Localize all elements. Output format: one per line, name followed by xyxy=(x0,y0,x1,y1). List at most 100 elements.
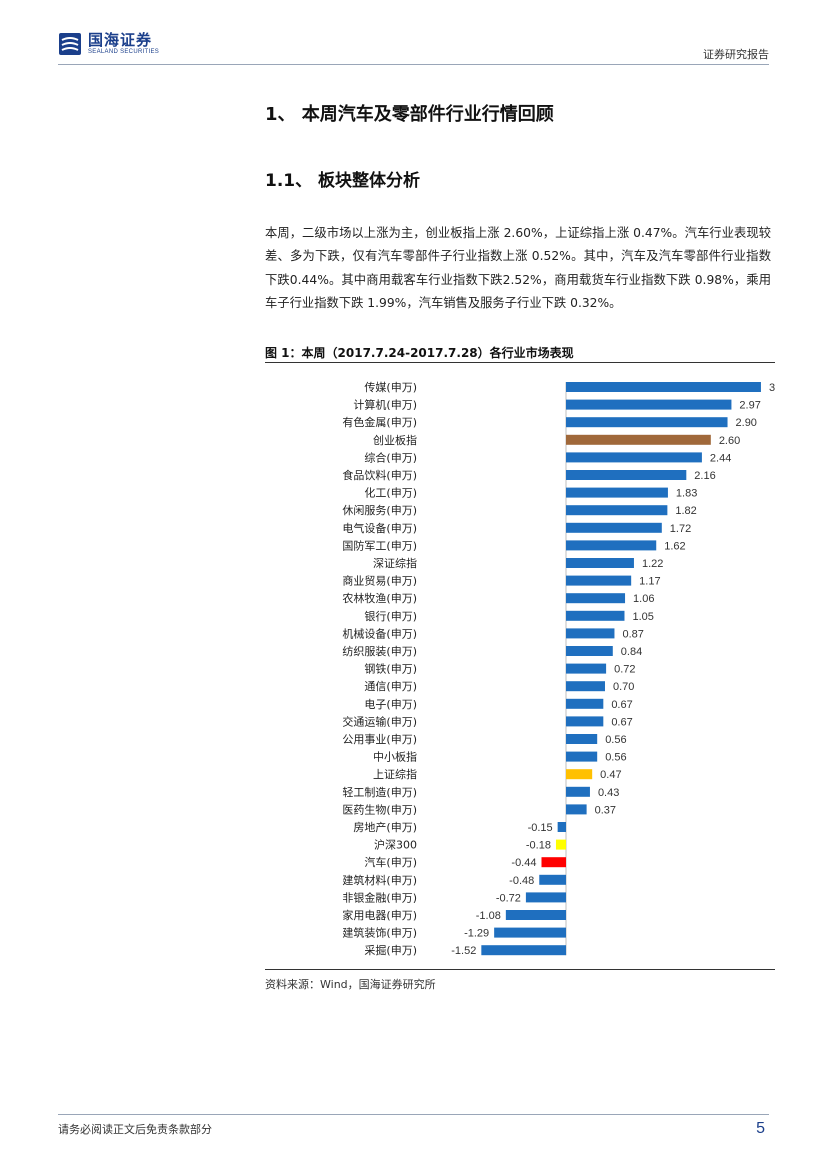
data-label: 1.05 xyxy=(632,611,653,623)
data-label: -1.52 xyxy=(451,945,476,957)
data-label: 1.72 xyxy=(670,523,691,535)
category-label: 轻工制造(申万) xyxy=(342,785,417,799)
data-label: -0.15 xyxy=(528,822,553,834)
data-label: 0.56 xyxy=(605,734,626,746)
data-label: 0.87 xyxy=(622,628,643,640)
data-label: 0.70 xyxy=(613,681,634,693)
bar xyxy=(566,716,604,727)
data-label: 0.72 xyxy=(614,664,635,676)
bar xyxy=(566,470,687,480)
bar xyxy=(566,575,632,586)
bar xyxy=(566,558,634,568)
figure-title: 图 1：本周（2017.7.24-2017.7.28）各行业市场表现 xyxy=(265,346,574,360)
bar xyxy=(539,874,566,885)
bar xyxy=(557,822,566,832)
data-label: 1.82 xyxy=(675,505,696,517)
figure-source: 资料来源：Wind，国海证券研究所 xyxy=(265,978,436,991)
data-label: -0.44 xyxy=(511,857,536,869)
category-label: 有色金属(申万) xyxy=(342,415,417,429)
data-label: 1.22 xyxy=(642,558,663,570)
category-label: 化工(申万) xyxy=(364,486,417,500)
bar xyxy=(566,646,613,656)
bar xyxy=(566,522,662,533)
data-label: 2.97 xyxy=(739,400,760,412)
category-label: 国防军工(申万) xyxy=(342,538,417,552)
category-label: 商业贸易(申万) xyxy=(342,574,417,588)
category-label: 食品饮料(申万) xyxy=(342,468,417,482)
data-label: 0.84 xyxy=(621,646,642,658)
data-label: -1.29 xyxy=(464,928,489,940)
figure-top-rule xyxy=(265,362,775,363)
data-label: 2.16 xyxy=(694,470,715,482)
data-label: 2.44 xyxy=(710,452,731,464)
data-label: 1.83 xyxy=(676,488,697,500)
body-paragraph: 本周，二级市场以上涨为主，创业板指上涨 2.60%，上证综指上涨 0.47%。汽… xyxy=(265,226,771,311)
bar xyxy=(566,505,668,516)
category-label: 房地产(申万) xyxy=(353,820,417,834)
category-label: 深证综指 xyxy=(373,556,417,570)
data-label: -0.48 xyxy=(509,875,534,887)
data-label: 0.67 xyxy=(611,716,632,728)
page-number: 5 xyxy=(756,1120,765,1137)
bar xyxy=(566,698,604,709)
bar xyxy=(566,610,625,621)
bar xyxy=(566,399,732,410)
bar xyxy=(555,839,566,850)
bar xyxy=(566,417,728,428)
data-label: 2.90 xyxy=(736,417,757,429)
category-label: 休闲服务(申万) xyxy=(342,503,417,517)
category-label: 采掘(申万) xyxy=(364,943,417,957)
data-label: 0.56 xyxy=(605,752,626,764)
header-divider xyxy=(58,64,769,65)
data-label: 2.60 xyxy=(719,435,740,447)
category-label: 综合(申万) xyxy=(364,450,417,464)
category-label: 纺织服装(申万) xyxy=(342,644,417,658)
page-header: 国海证券 SEALAND SECURITIES 证券研究报告 xyxy=(0,0,827,70)
bar xyxy=(566,382,761,392)
bar xyxy=(566,434,711,445)
bar xyxy=(566,663,607,674)
sealand-logo-icon xyxy=(59,33,81,55)
category-label: 公用事业(申万) xyxy=(342,733,417,746)
bar xyxy=(566,628,615,639)
category-label: 上证综指 xyxy=(373,767,417,781)
category-label: 建筑装饰(申万) xyxy=(342,926,417,940)
category-label: 沪深300 xyxy=(374,838,417,852)
data-label: 0.37 xyxy=(595,804,616,816)
bar xyxy=(566,734,598,744)
report-type-label: 证券研究报告 xyxy=(703,48,769,61)
category-label: 家用电器(申万) xyxy=(342,908,417,922)
company-logo: 国海证券 SEALAND SECURITIES xyxy=(58,32,159,56)
data-label: 0.67 xyxy=(611,699,632,711)
footer-divider xyxy=(58,1114,769,1115)
bar xyxy=(481,945,566,956)
category-label: 交通运输(申万) xyxy=(342,714,417,728)
footer-disclaimer: 请务必阅读正文后免责条款部分 xyxy=(58,1123,212,1136)
logo-english-name: SEALAND SECURITIES xyxy=(88,49,160,55)
data-label: 0.47 xyxy=(600,769,621,781)
category-label: 农林牧渔(申万) xyxy=(342,591,417,605)
data-label: 1.17 xyxy=(639,576,660,588)
data-label: 3.5 xyxy=(769,382,775,394)
category-label: 通信(申万) xyxy=(364,680,417,693)
category-label: 机械设备(申万) xyxy=(342,626,417,640)
data-label: 0.43 xyxy=(598,787,619,799)
figure-bottom-rule xyxy=(265,969,775,970)
category-label: 计算机(申万) xyxy=(353,398,417,412)
bar xyxy=(505,910,566,920)
data-label: 1.62 xyxy=(664,540,685,552)
bar xyxy=(541,857,566,868)
section-heading: 1、 本周汽车及零部件行业行情回顾 xyxy=(265,104,554,125)
data-label: -0.18 xyxy=(526,840,551,852)
bar xyxy=(566,540,657,551)
bar xyxy=(525,892,566,903)
category-label: 创业板指 xyxy=(373,433,417,447)
category-label: 建筑材料(申万) xyxy=(342,873,417,887)
bar xyxy=(566,786,590,797)
data-label: 1.06 xyxy=(633,593,654,605)
category-label: 非银金融(申万) xyxy=(342,890,417,904)
bar xyxy=(566,452,702,463)
category-label: 电气设备(申万) xyxy=(342,521,417,535)
bar xyxy=(566,804,587,815)
bar xyxy=(566,593,626,604)
